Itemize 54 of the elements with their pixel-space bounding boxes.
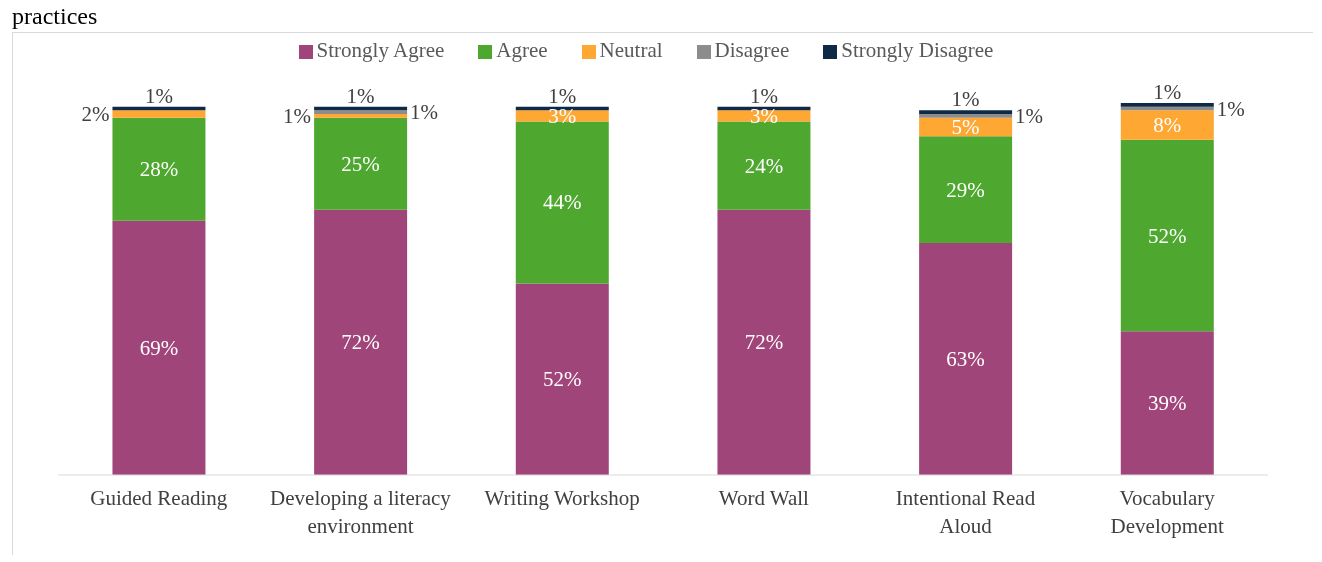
bar xyxy=(112,117,206,221)
bar xyxy=(919,242,1013,475)
bar xyxy=(314,117,408,210)
bar xyxy=(1120,139,1214,332)
bar xyxy=(314,110,408,115)
data-label: 52% xyxy=(543,367,582,392)
data-label: 44% xyxy=(543,190,582,215)
data-label: 25% xyxy=(341,151,380,176)
data-label: 29% xyxy=(946,177,985,202)
x-tick-label: Writing Workshop xyxy=(484,486,640,510)
data-label: 52% xyxy=(1148,223,1187,248)
data-label: 72% xyxy=(744,330,784,355)
data-label: 1% xyxy=(144,83,173,108)
bar xyxy=(919,136,1013,243)
legend-label: Neutral xyxy=(599,38,663,62)
bar xyxy=(112,220,206,475)
data-label: 1% xyxy=(283,103,312,128)
data-label: 72% xyxy=(341,330,380,355)
x-tick-label: Intentional Read Aloud xyxy=(895,486,1036,538)
bar xyxy=(717,121,811,210)
data-label: 1% xyxy=(346,83,375,108)
legend-label: Strongly Disagree xyxy=(841,38,994,62)
bar xyxy=(515,283,609,475)
x-tick-label: Developing a literacy environment xyxy=(270,486,452,538)
data-label: 63% xyxy=(946,346,985,371)
bar xyxy=(1120,331,1214,475)
bar xyxy=(919,110,1013,115)
data-label: 5% xyxy=(951,114,980,139)
legend-label: Disagree xyxy=(714,38,790,62)
data-label: 1% xyxy=(1153,80,1182,104)
data-label: 69% xyxy=(139,335,179,360)
x-tick-label: Vocabulary Development xyxy=(1110,486,1224,538)
bar xyxy=(112,110,206,118)
bar xyxy=(314,209,408,475)
bar xyxy=(1120,103,1214,107)
legend-label: Agree xyxy=(496,38,548,62)
data-label: 39% xyxy=(1148,391,1187,416)
bar xyxy=(919,114,1013,118)
data-label: 28% xyxy=(139,157,179,182)
bar xyxy=(314,114,408,118)
x-tick-label: Guided Reading xyxy=(90,486,228,510)
data-label: 1% xyxy=(410,100,439,125)
data-label: 2% xyxy=(81,102,110,127)
data-label: 1% xyxy=(1216,96,1245,121)
bar xyxy=(1120,110,1214,140)
data-label: 24% xyxy=(744,153,784,178)
data-label: 1% xyxy=(1015,103,1044,128)
bar xyxy=(515,121,609,284)
legend-label: Strongly Agree xyxy=(316,38,445,62)
data-label: 8% xyxy=(1153,113,1182,138)
data-label: 1% xyxy=(951,87,980,112)
x-tick-label: Word Wall xyxy=(718,486,810,510)
chart-title: practices xyxy=(12,2,98,30)
bar xyxy=(717,209,811,475)
